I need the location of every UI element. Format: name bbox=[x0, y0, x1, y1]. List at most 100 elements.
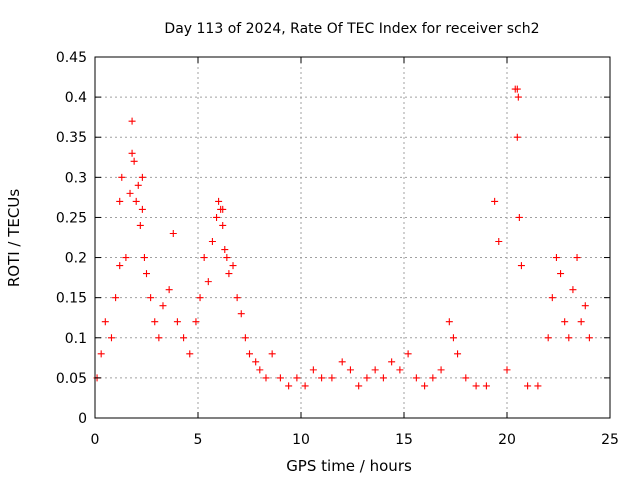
data-point bbox=[237, 310, 245, 318]
data-point bbox=[252, 358, 260, 366]
data-point bbox=[445, 318, 453, 326]
y-tick-label: 0.35 bbox=[56, 130, 87, 146]
data-point bbox=[491, 197, 499, 205]
data-point bbox=[233, 294, 241, 302]
data-point bbox=[112, 294, 120, 302]
data-point bbox=[134, 181, 142, 189]
data-point bbox=[128, 117, 136, 125]
data-point bbox=[503, 366, 511, 374]
axis-ticks: 0 0.05 0.1 0.15 0.2 0.25 0.3 0.35 0.4 0.45 0 5 10 15 2… bbox=[56, 50, 619, 448]
data-point bbox=[309, 366, 317, 374]
y-tick-label: 0.45 bbox=[56, 50, 87, 66]
data-point bbox=[138, 173, 146, 181]
data-point bbox=[472, 382, 480, 390]
data-point bbox=[513, 85, 521, 93]
data-point bbox=[180, 334, 188, 342]
data-point bbox=[116, 262, 124, 270]
y-tick-label: 0.15 bbox=[56, 291, 87, 307]
data-point bbox=[285, 382, 293, 390]
data-point bbox=[379, 374, 387, 382]
x-tick-label: 15 bbox=[395, 432, 413, 448]
y-tick-label: 0 bbox=[78, 411, 87, 427]
y-tick-label: 0.2 bbox=[65, 251, 87, 267]
data-point bbox=[204, 278, 212, 286]
data-point bbox=[573, 254, 581, 262]
data-point bbox=[140, 254, 148, 262]
data-points bbox=[93, 85, 593, 390]
data-point bbox=[454, 350, 462, 358]
data-point bbox=[404, 350, 412, 358]
data-point bbox=[165, 286, 173, 294]
data-point bbox=[517, 262, 525, 270]
data-point bbox=[186, 350, 194, 358]
data-point bbox=[128, 149, 136, 157]
data-point bbox=[132, 197, 140, 205]
data-point bbox=[107, 334, 115, 342]
y-tick-label: 0.4 bbox=[65, 90, 87, 106]
grid-lines bbox=[95, 57, 610, 418]
data-point bbox=[577, 318, 585, 326]
data-point bbox=[396, 366, 404, 374]
y-tick-label: 0.25 bbox=[56, 210, 87, 226]
data-point bbox=[581, 302, 589, 310]
y-axis-label: ROTI / TECUs bbox=[5, 189, 23, 287]
data-point bbox=[200, 254, 208, 262]
data-point bbox=[126, 189, 134, 197]
data-point bbox=[346, 366, 354, 374]
data-point bbox=[221, 246, 229, 254]
data-point bbox=[97, 350, 105, 358]
data-point bbox=[293, 374, 301, 382]
data-point bbox=[147, 294, 155, 302]
data-point bbox=[355, 382, 363, 390]
data-point bbox=[548, 294, 556, 302]
data-point bbox=[569, 286, 577, 294]
data-point bbox=[169, 229, 177, 237]
data-point bbox=[219, 221, 227, 229]
data-point bbox=[225, 270, 233, 278]
x-axis-label: GPS time / hours bbox=[286, 457, 412, 475]
data-point bbox=[219, 205, 227, 213]
data-point bbox=[213, 213, 221, 221]
data-point bbox=[159, 302, 167, 310]
data-point bbox=[449, 334, 457, 342]
data-point bbox=[138, 205, 146, 213]
data-point bbox=[412, 374, 420, 382]
data-point bbox=[116, 197, 124, 205]
chart-title: Day 113 of 2024, Rate Of TEC Index for r… bbox=[164, 21, 539, 37]
plot-frame bbox=[94, 56, 611, 419]
data-point bbox=[262, 374, 270, 382]
data-point bbox=[122, 254, 130, 262]
data-point bbox=[118, 173, 126, 181]
data-point bbox=[561, 318, 569, 326]
data-point bbox=[268, 350, 276, 358]
data-point bbox=[143, 270, 150, 278]
data-point bbox=[514, 93, 522, 101]
data-point bbox=[301, 382, 309, 390]
data-point bbox=[318, 374, 326, 382]
x-tick-label: 10 bbox=[292, 432, 310, 448]
x-tick-label: 5 bbox=[194, 432, 203, 448]
data-point bbox=[515, 213, 523, 221]
data-point bbox=[585, 334, 593, 342]
data-point bbox=[437, 366, 445, 374]
y-tick-label: 0.05 bbox=[56, 371, 87, 387]
data-point bbox=[565, 334, 573, 342]
data-point bbox=[371, 366, 379, 374]
data-point bbox=[246, 350, 253, 358]
data-point bbox=[196, 294, 204, 302]
data-point bbox=[241, 334, 249, 342]
data-point bbox=[534, 382, 542, 390]
data-point bbox=[328, 374, 336, 382]
y-tick-label: 0.1 bbox=[65, 331, 87, 347]
data-point bbox=[513, 133, 521, 141]
x-tick-label: 25 bbox=[601, 432, 619, 448]
data-point bbox=[130, 157, 138, 165]
data-point bbox=[215, 197, 223, 205]
data-point bbox=[429, 374, 437, 382]
data-point bbox=[256, 366, 264, 374]
data-point bbox=[557, 270, 565, 278]
data-point bbox=[229, 262, 237, 270]
data-point bbox=[151, 318, 159, 326]
x-tick-label: 0 bbox=[91, 432, 100, 448]
